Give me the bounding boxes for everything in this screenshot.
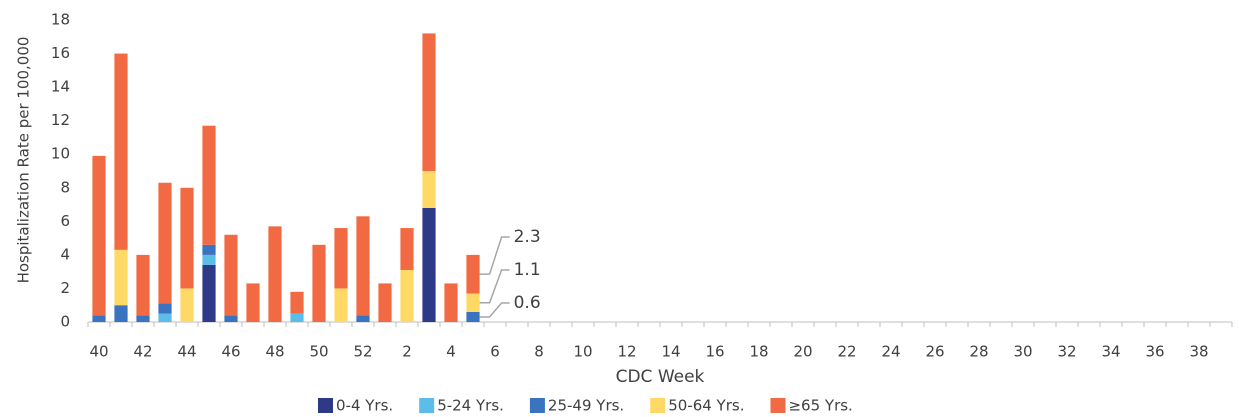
bar-segment <box>158 303 172 314</box>
y-tick-label: 2 <box>60 279 70 297</box>
y-tick-label: 6 <box>60 212 70 230</box>
y-tick-label: 12 <box>51 111 70 129</box>
legend-label: 25-49 Yrs. <box>548 397 624 415</box>
y-tick-label: 14 <box>51 78 70 96</box>
x-tick-label: 38 <box>1189 343 1208 361</box>
y-axis-title: Hospitalization Rate per 100,000 <box>15 37 33 284</box>
bar-segment <box>466 293 480 312</box>
bar-segment <box>180 187 194 289</box>
bar-segment <box>268 226 282 322</box>
data-label: 0.6 <box>514 293 541 313</box>
x-axis-title: CDC Week <box>616 367 705 387</box>
bar-segment <box>158 313 172 322</box>
legend-swatch <box>419 398 435 413</box>
bar-segment <box>224 315 238 322</box>
x-tick-label: 16 <box>705 343 724 361</box>
bar-segment <box>422 171 436 208</box>
y-tick-label: 18 <box>51 11 70 29</box>
x-tick-label: 12 <box>617 343 636 361</box>
bar-segment <box>466 311 480 322</box>
bar-segment <box>334 288 348 322</box>
x-tick-label: 14 <box>661 343 680 361</box>
x-tick-label: 8 <box>534 343 544 361</box>
bar-segment <box>290 313 304 322</box>
leader-line <box>479 302 510 318</box>
leader-line <box>479 269 510 304</box>
bar-segment <box>158 182 172 304</box>
legend-label: 0-4 Yrs. <box>336 397 393 415</box>
bar-segment <box>224 234 238 316</box>
bar-segment <box>202 244 216 255</box>
bar-segment <box>356 216 370 316</box>
x-tick-label: 26 <box>925 343 944 361</box>
bar-segment <box>356 315 370 322</box>
bar-segment <box>312 244 326 322</box>
x-tick-label: 46 <box>221 343 240 361</box>
bar-segment <box>246 283 260 322</box>
x-tick-label: 34 <box>1101 343 1120 361</box>
x-tick-label: 40 <box>89 343 108 361</box>
x-tick-label: 22 <box>837 343 856 361</box>
bar-segment <box>202 254 216 265</box>
x-tick-label: 30 <box>1013 343 1032 361</box>
data-label: 1.1 <box>514 260 541 280</box>
x-tick-label: 6 <box>490 343 500 361</box>
bar-segment <box>202 125 216 245</box>
legend-swatch <box>529 398 545 413</box>
x-tick-label: 2 <box>402 343 412 361</box>
x-tick-label: 36 <box>1145 343 1164 361</box>
x-tick-label: 32 <box>1057 343 1076 361</box>
bar-segment <box>114 249 128 306</box>
y-tick-label: 16 <box>51 44 70 62</box>
leader-line <box>479 236 510 275</box>
y-tick-label: 0 <box>60 313 70 331</box>
data-label: 2.3 <box>514 227 541 247</box>
bar-segment <box>444 283 458 322</box>
bar-segment <box>92 315 106 322</box>
bar-segment <box>114 305 128 322</box>
x-tick-label: 28 <box>969 343 988 361</box>
bar-segment <box>400 228 414 270</box>
x-tick-label: 18 <box>749 343 768 361</box>
bar-segment <box>422 33 436 171</box>
x-tick-label: 24 <box>881 343 900 361</box>
bar-segment <box>290 291 304 314</box>
x-tick-label: 52 <box>353 343 372 361</box>
x-tick-label: 20 <box>793 343 812 361</box>
bar-segment <box>136 315 150 322</box>
legend-swatch <box>318 398 333 413</box>
bar-segment <box>92 155 106 316</box>
legend-label: 5-24 Yrs. <box>437 397 504 415</box>
y-tick-label: 10 <box>51 145 70 163</box>
legend-label: ≥65 Yrs. <box>788 397 852 415</box>
bar-segment <box>378 283 392 322</box>
bar-segment <box>400 269 414 322</box>
y-tick-label: 4 <box>60 245 70 263</box>
bar-segment <box>422 207 436 322</box>
x-tick-label: 4 <box>446 343 456 361</box>
bar-segment <box>114 53 128 250</box>
bar-segment <box>466 254 480 294</box>
legend-label: 50-64 Yrs. <box>668 397 744 415</box>
legend-swatch <box>770 398 786 413</box>
x-tick-label: 48 <box>265 343 284 361</box>
bar-segment <box>334 228 348 289</box>
x-tick-label: 50 <box>309 343 328 361</box>
x-tick-label: 44 <box>177 343 196 361</box>
legend-swatch <box>650 398 666 413</box>
y-tick-label: 8 <box>60 178 70 196</box>
bar-segment <box>136 254 150 316</box>
bar-segment <box>180 288 194 322</box>
x-tick-label: 42 <box>133 343 152 361</box>
x-tick-label: 10 <box>573 343 592 361</box>
bar-segment <box>202 264 216 322</box>
